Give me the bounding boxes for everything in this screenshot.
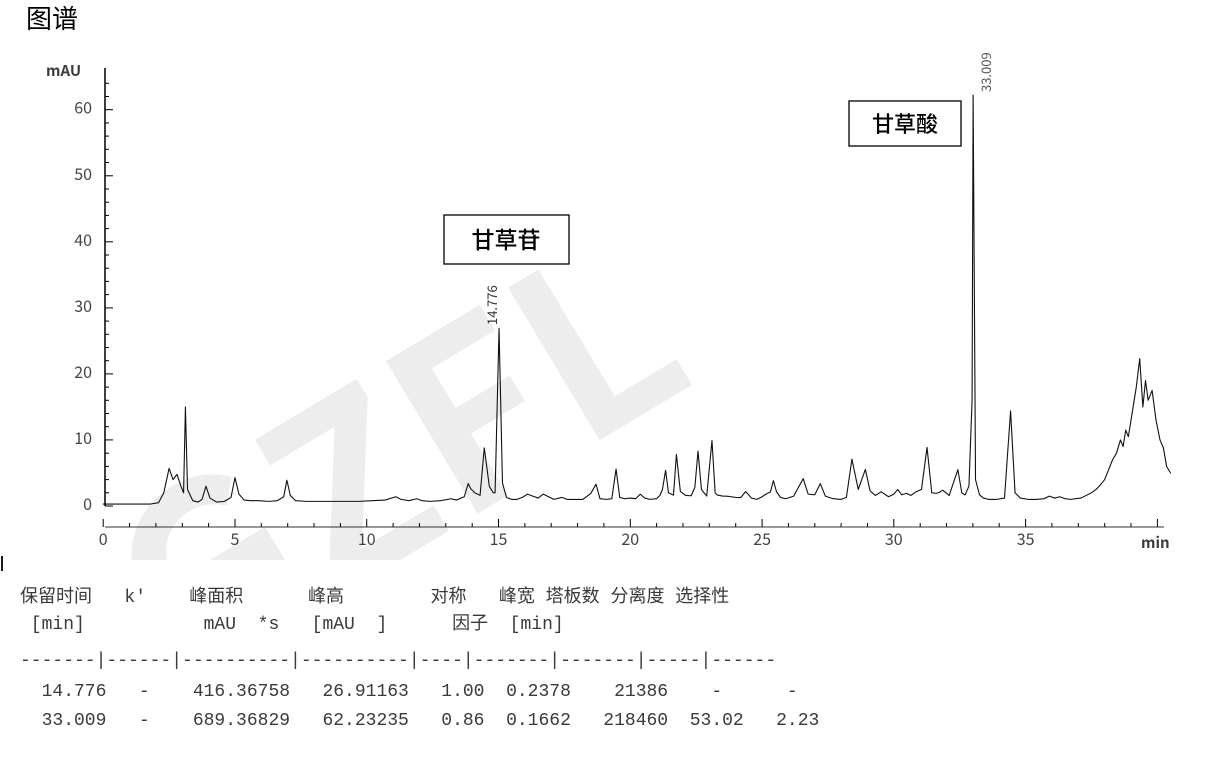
svg-text:35: 35 (1017, 526, 1035, 550)
svg-text:50: 50 (74, 161, 92, 185)
svg-text:30: 30 (885, 526, 903, 550)
svg-text:10: 10 (74, 425, 92, 449)
svg-text:甘草酸: 甘草酸 (872, 107, 938, 139)
svg-text:mAU: mAU (46, 60, 81, 81)
svg-text:0: 0 (99, 526, 108, 550)
svg-text:min: min (1141, 532, 1170, 553)
svg-text:20: 20 (74, 359, 92, 383)
svg-text:25: 25 (753, 526, 771, 550)
svg-text:14.776: 14.776 (482, 285, 501, 325)
svg-text:0: 0 (83, 491, 92, 515)
svg-text:33.009: 33.009 (976, 52, 995, 92)
svg-text:10: 10 (358, 526, 376, 550)
svg-text:15: 15 (490, 526, 508, 550)
svg-text:5: 5 (231, 526, 240, 550)
svg-text:60: 60 (74, 95, 92, 119)
svg-text:甘草苷: 甘草苷 (472, 221, 541, 255)
svg-text:20: 20 (621, 526, 639, 550)
svg-text:40: 40 (74, 227, 92, 251)
svg-text:30: 30 (74, 293, 92, 317)
